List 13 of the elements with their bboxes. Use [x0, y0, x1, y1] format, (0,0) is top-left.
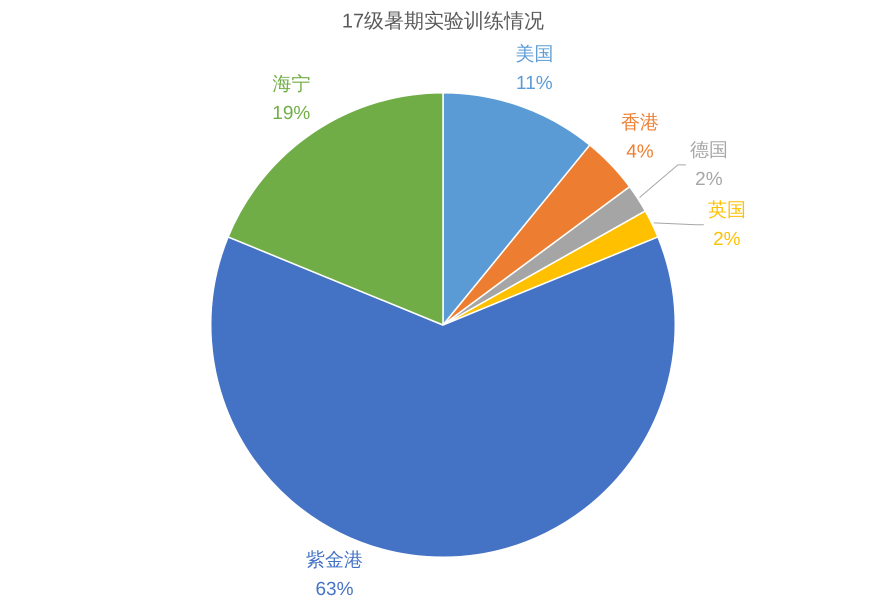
- data-label: 4%: [626, 141, 654, 162]
- data-label: 2%: [713, 228, 741, 250]
- data-label: 63%: [315, 578, 354, 600]
- slice-label: 海宁: [272, 73, 310, 96]
- slice-label: 德国: [690, 140, 728, 162]
- slice-label: 美国: [515, 42, 554, 65]
- slice-label: 香港: [620, 112, 659, 134]
- data-label: 11%: [516, 72, 553, 94]
- chart-title: 17级暑期实验训练情况: [342, 10, 544, 33]
- data-label: 2%: [695, 169, 723, 190]
- data-label: 19%: [272, 103, 310, 124]
- slice-label: 紫金港: [306, 550, 363, 571]
- slice-label: 英国: [708, 200, 746, 221]
